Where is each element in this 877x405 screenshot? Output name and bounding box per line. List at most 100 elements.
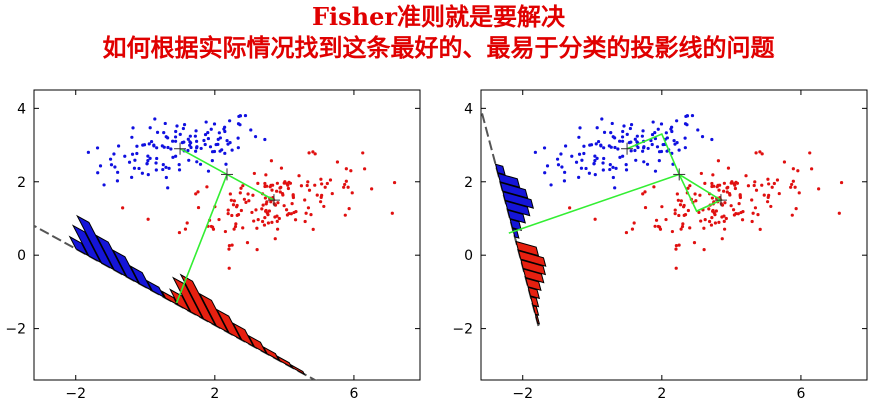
histogram-bar-red [522,268,545,284]
point-class-1 [677,148,681,152]
point-class-1 [602,130,607,135]
point-class-1 [182,123,187,127]
point-class-2 [234,205,239,209]
point-class-2 [817,187,821,191]
point-class-2 [710,181,714,186]
title-line-2: 如何根据实际情况找到这条最好的、最易于分类的投影线的问题 [102,33,775,62]
point-class-1 [556,163,561,167]
point-class-2 [762,193,766,197]
point-class-1 [86,150,90,154]
point-class-2 [291,195,296,200]
point-class-2 [703,181,707,185]
point-class-2 [287,180,291,184]
x-tick-label: 6 [349,386,358,402]
point-class-1 [616,147,620,151]
point-class-2 [750,219,754,224]
point-class-2 [275,189,279,193]
point-class-1 [710,137,714,142]
point-class-2 [710,215,714,220]
point-class-2 [289,212,293,216]
point-class-2 [680,224,685,229]
point-class-1 [174,139,178,143]
histogram-bar-blue [499,181,529,199]
mean-connector [175,148,275,304]
point-class-2 [681,222,685,226]
histogram-bar-red [262,345,281,362]
x-tick-label: 6 [796,386,805,402]
point-class-1 [657,150,662,154]
point-class-2 [226,208,230,212]
point-class-1 [595,156,599,161]
point-class-2 [715,185,719,189]
point-class-2 [322,204,326,209]
point-class-1 [236,146,240,150]
point-class-2 [347,206,351,211]
point-class-2 [205,185,209,189]
point-class-2 [306,180,310,184]
point-class-2 [630,227,635,231]
point-class-1 [174,129,178,134]
point-class-2 [335,160,340,164]
point-class-2 [269,200,273,204]
point-class-1 [102,183,106,187]
point-class-1 [700,135,705,139]
point-class-1 [613,186,617,190]
point-class-2 [681,205,686,209]
point-class-2 [676,198,680,202]
point-class-1 [629,123,634,127]
point-class-2 [744,174,748,178]
point-class-2 [343,182,347,187]
point-class-2 [196,190,200,194]
point-class-2 [790,182,794,187]
point-class-1 [580,158,584,162]
point-class-2 [318,200,323,204]
point-class-2 [837,211,841,215]
point-class-2 [121,206,125,210]
point-class-1 [209,127,213,131]
point-class-2 [290,202,294,206]
point-class-1 [212,122,217,126]
point-class-2 [270,220,274,224]
point-class-1 [137,166,141,171]
plot-area [34,113,397,380]
point-class-2 [177,230,182,235]
point-class-2 [713,221,717,225]
point-class-2 [241,184,245,188]
point-class-2 [350,191,354,195]
point-class-2 [232,199,236,203]
point-class-1 [588,143,592,147]
point-class-2 [252,219,256,223]
point-class-2 [727,191,732,196]
point-class-2 [343,213,347,217]
point-class-2 [262,223,267,227]
point-class-1 [225,139,229,143]
point-class-1 [602,156,606,161]
point-class-2 [643,205,648,210]
point-class-1 [607,144,611,148]
point-class-2 [392,180,397,185]
point-class-2 [664,217,668,222]
point-class-2 [677,213,681,218]
point-class-2 [255,226,259,230]
histogram-bar-red [529,295,540,308]
point-class-1 [181,126,185,131]
point-class-1 [236,136,240,140]
point-class-1 [641,129,645,133]
point-class-2 [315,193,319,197]
point-class-1 [177,168,182,172]
point-class-2 [717,188,721,192]
point-class-2 [330,191,334,196]
point-class-2 [697,210,701,215]
point-class-2 [686,186,690,190]
point-class-1 [613,145,617,150]
point-class-2 [146,217,150,221]
point-class-1 [173,135,178,139]
point-class-1 [113,165,117,169]
point-class-1 [624,162,628,167]
point-class-1 [171,155,175,159]
point-class-1 [186,137,190,141]
point-class-2 [217,217,221,222]
point-class-2 [679,227,683,231]
chart-panel-1: −2 2 6 4 2 0 −2 [5,89,421,402]
point-class-1 [130,175,134,179]
